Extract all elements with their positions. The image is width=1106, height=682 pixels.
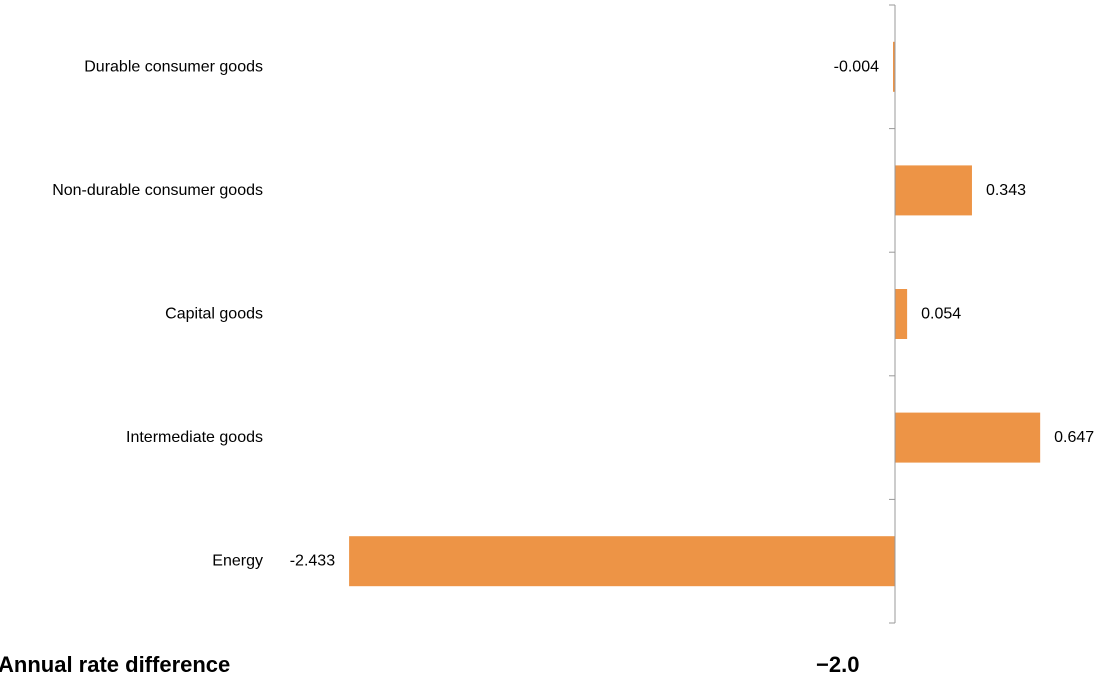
bar-energy [349, 536, 896, 587]
value-label-durable-consumer-goods: -0.004 [834, 58, 879, 75]
category-label-intermediate-goods: Intermediate goods [126, 429, 263, 446]
bar-durable-consumer-goods [893, 41, 895, 92]
bar-intermediate-goods [895, 412, 1041, 463]
value-label-intermediate-goods: 0.647 [1054, 429, 1094, 446]
bar-capital-goods [895, 289, 908, 339]
value-label-capital-goods: 0.054 [921, 306, 961, 323]
value-label-energy: -2.433 [290, 553, 335, 570]
value-label-non-durable-consumer-goods: 0.343 [986, 182, 1026, 199]
category-label-durable-consumer-goods: Durable consumer goods [84, 58, 263, 75]
category-label-capital-goods: Capital goods [165, 306, 263, 323]
category-axis [889, 4, 896, 624]
labels-layer: Durable consumer goods -0.004 Non-durable … [52, 58, 1094, 569]
bars-layer [349, 41, 1041, 587]
category-label-energy: Energy [212, 553, 263, 570]
footer-caption: Annual rate difference [0, 652, 230, 677]
footer-value: −2.0 [816, 652, 859, 677]
bar-non-durable-consumer-goods [895, 165, 972, 216]
category-label-non-durable-consumer-goods: Non-durable consumer goods [52, 182, 263, 199]
